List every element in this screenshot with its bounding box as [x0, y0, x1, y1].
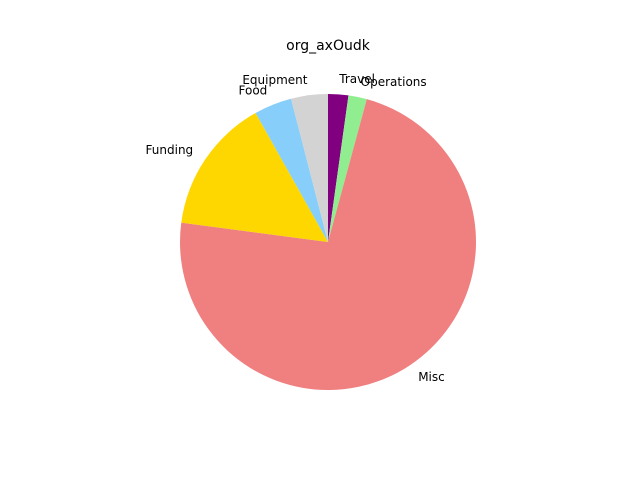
pie-slices: [180, 94, 477, 391]
slice-label-misc: Misc: [418, 370, 445, 384]
slice-label-food: Food: [239, 83, 268, 97]
slice-misc: [180, 99, 477, 391]
slice-label-equipment: Equipment: [242, 73, 307, 87]
slice-operations: [328, 95, 367, 243]
slice-travel: [328, 94, 349, 242]
slice-label-funding: Funding: [146, 143, 194, 157]
slice-funding: [181, 112, 328, 242]
slice-food: [255, 98, 328, 242]
slice-label-operations: Operations: [361, 75, 427, 89]
chart-title: org_axOudk: [286, 38, 371, 54]
slice-equipment: [291, 94, 328, 242]
slice-label-travel: Travel: [338, 72, 375, 86]
